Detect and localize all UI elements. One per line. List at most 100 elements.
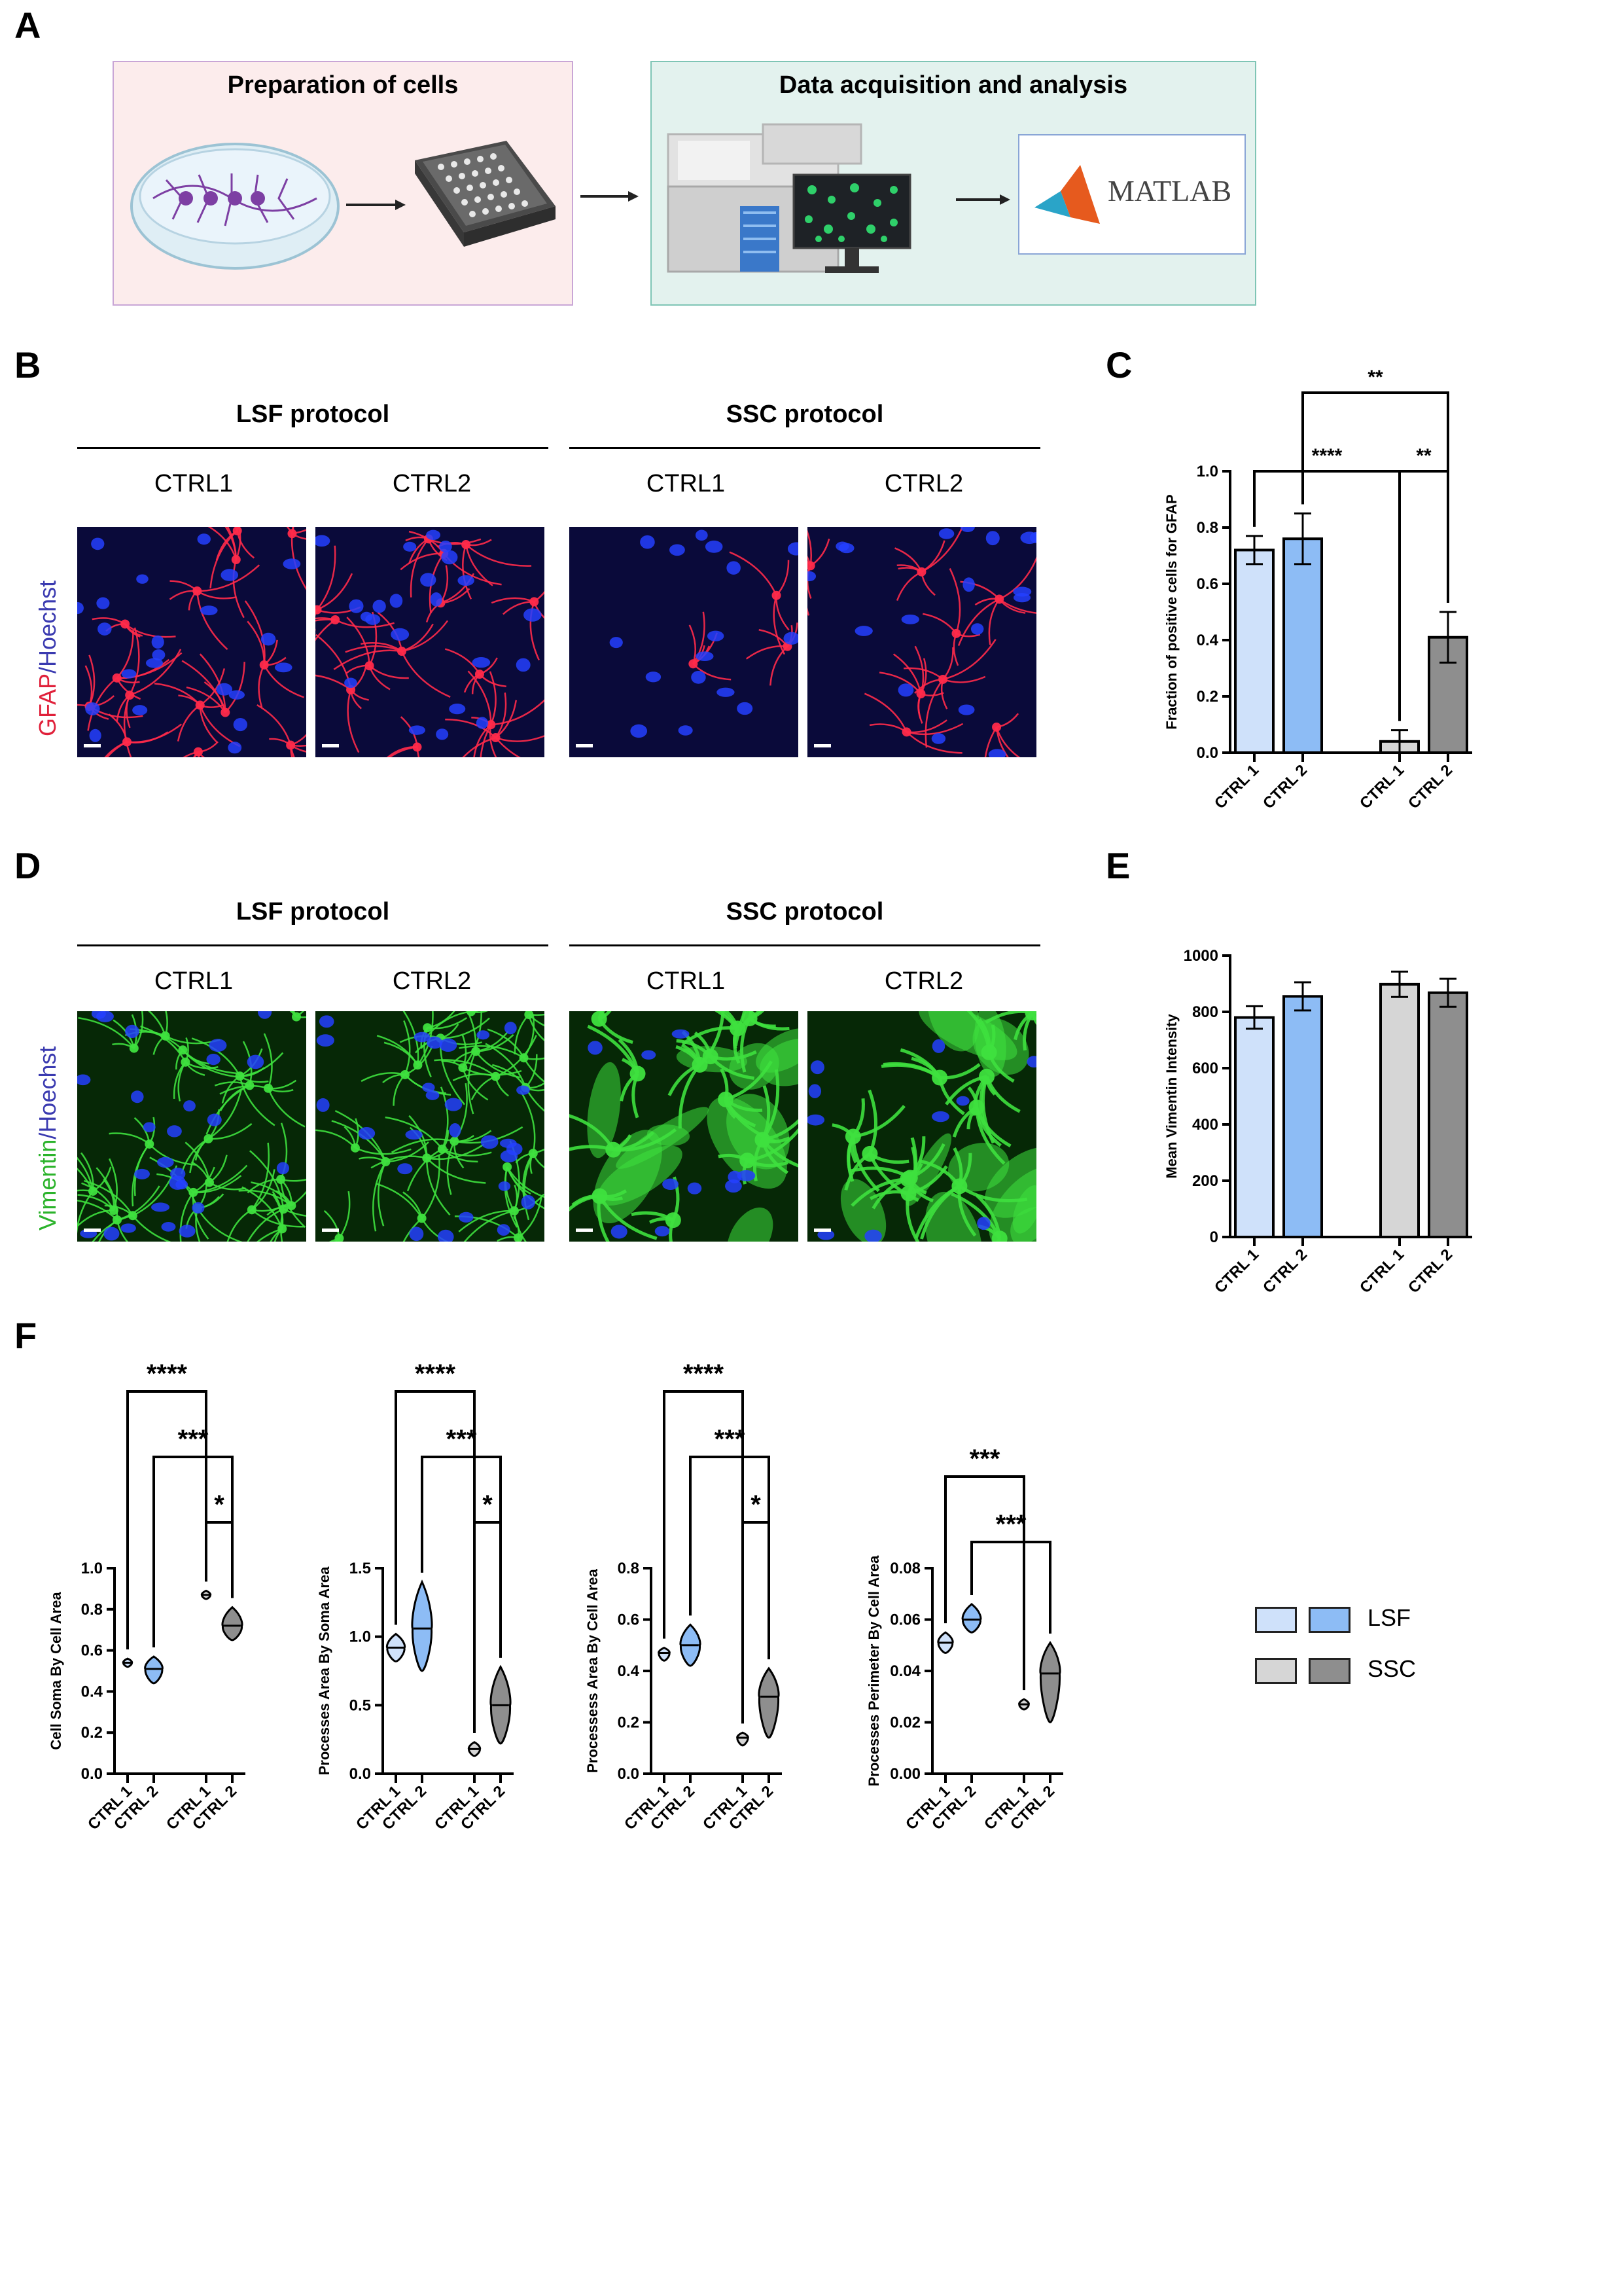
- legend-label-ssc: SSC: [1368, 1655, 1417, 1682]
- cell: [688, 611, 732, 681]
- cell-process: [280, 1209, 285, 1242]
- nucleus: [426, 529, 440, 541]
- nucleus: [121, 669, 137, 679]
- nucleus: [206, 1054, 221, 1066]
- nucleus: [283, 558, 301, 569]
- cell: [667, 1011, 725, 1129]
- nucleus: [472, 656, 491, 668]
- significance-bracket: [473, 1521, 502, 1733]
- column-label: CTRL2: [884, 470, 964, 497]
- cell-soma: [245, 1081, 255, 1090]
- cell-body: [925, 1191, 982, 1242]
- y-tick-label: 1.0: [349, 1628, 371, 1646]
- violin: [1039, 1641, 1061, 1724]
- cell-process: [402, 1217, 423, 1242]
- cell-process: [179, 1192, 194, 1242]
- nucleus: [716, 687, 735, 697]
- nucleus: [901, 614, 919, 624]
- cell-process: [207, 1090, 242, 1139]
- bar: [1379, 982, 1420, 1239]
- cell-process: [224, 662, 245, 713]
- scale-bar: [84, 744, 101, 747]
- y-tick-label: 400: [1192, 1116, 1218, 1134]
- nucleus: [120, 1223, 136, 1233]
- cell-process: [864, 692, 908, 732]
- nucleus: [316, 1098, 330, 1112]
- nucleus: [898, 683, 914, 697]
- panel-letter-d: D: [14, 845, 41, 886]
- significance-label: ***: [178, 1425, 209, 1454]
- nucleus: [344, 677, 357, 689]
- nucleus: [855, 626, 873, 636]
- cell: [441, 1011, 522, 1101]
- cell: [945, 1068, 1021, 1144]
- cell-process: [462, 1011, 482, 1069]
- cell-process: [333, 649, 402, 670]
- cell-soma: [247, 1205, 256, 1215]
- cell-process: [196, 590, 228, 651]
- cell-soma: [730, 1020, 746, 1037]
- x-tick-label: CTRL 2: [1405, 761, 1456, 812]
- acquisition-title: Data acquisition and analysis: [779, 71, 1128, 99]
- significance-label: **: [1368, 367, 1383, 388]
- cell-soma: [992, 722, 1002, 732]
- bar: [1282, 537, 1323, 754]
- nucleus: [358, 1127, 376, 1140]
- nucleus: [77, 1074, 91, 1086]
- violin: [411, 1579, 433, 1672]
- nucleus: [977, 1217, 991, 1230]
- cell: [985, 1011, 1036, 1051]
- cell-process: [906, 723, 964, 736]
- arrow-icon: [346, 200, 406, 210]
- nucleus: [169, 1175, 186, 1190]
- cell-process: [251, 1142, 270, 1211]
- cell-soma: [129, 1043, 139, 1053]
- cell: [491, 590, 544, 661]
- cell: [832, 1098, 906, 1193]
- nucleus: [444, 1098, 463, 1111]
- x-tick-label: CTRL 1: [1211, 761, 1262, 812]
- cell: [247, 1150, 306, 1242]
- cell-soma: [917, 567, 927, 577]
- nucleus: [209, 1039, 227, 1052]
- cell-process: [426, 1157, 486, 1184]
- arrow-icon: [956, 194, 1010, 205]
- cell-process: [729, 551, 777, 596]
- nucleus: [439, 540, 452, 552]
- cell-process: [88, 655, 96, 707]
- nucleus: [258, 1011, 272, 1019]
- cell-process: [77, 1157, 94, 1192]
- cell: [375, 1155, 449, 1242]
- y-axis-label: Processes Perimeter By Cell Area: [866, 1555, 882, 1786]
- cell-soma: [591, 1011, 607, 1027]
- cell-process: [116, 630, 134, 679]
- x-tick-label: CTRL 1: [1356, 761, 1407, 812]
- cell-process: [209, 530, 238, 589]
- nucleus: [157, 1157, 174, 1168]
- nucleus: [91, 537, 105, 550]
- preparation-title: Preparation of cells: [227, 71, 459, 99]
- cell: [515, 1090, 544, 1221]
- cell-process: [182, 1049, 239, 1078]
- cell-soma: [932, 1069, 948, 1086]
- micrograph-gfap-ssc-ctrl1: [569, 527, 798, 757]
- cell: [140, 1025, 219, 1102]
- nucleus: [134, 1168, 150, 1179]
- cell-soma: [112, 673, 122, 683]
- nucleus: [807, 571, 817, 582]
- nucleus: [197, 533, 211, 545]
- nucleus: [938, 528, 955, 539]
- cell-process: [316, 573, 353, 611]
- stain-label-vimentin: Vimentin/Hoechst: [34, 1046, 61, 1230]
- y-tick-label: 1000: [1184, 947, 1218, 965]
- cell-process: [106, 741, 128, 757]
- cell-process: [370, 1155, 427, 1169]
- nucleus: [516, 658, 531, 672]
- nucleus: [319, 1015, 334, 1028]
- nucleus: [641, 1050, 656, 1060]
- cell-process: [949, 567, 961, 634]
- nucleus: [389, 594, 403, 608]
- cell-soma: [591, 1188, 608, 1204]
- cell-process: [506, 1166, 544, 1210]
- significance-bracket: [1253, 470, 1401, 721]
